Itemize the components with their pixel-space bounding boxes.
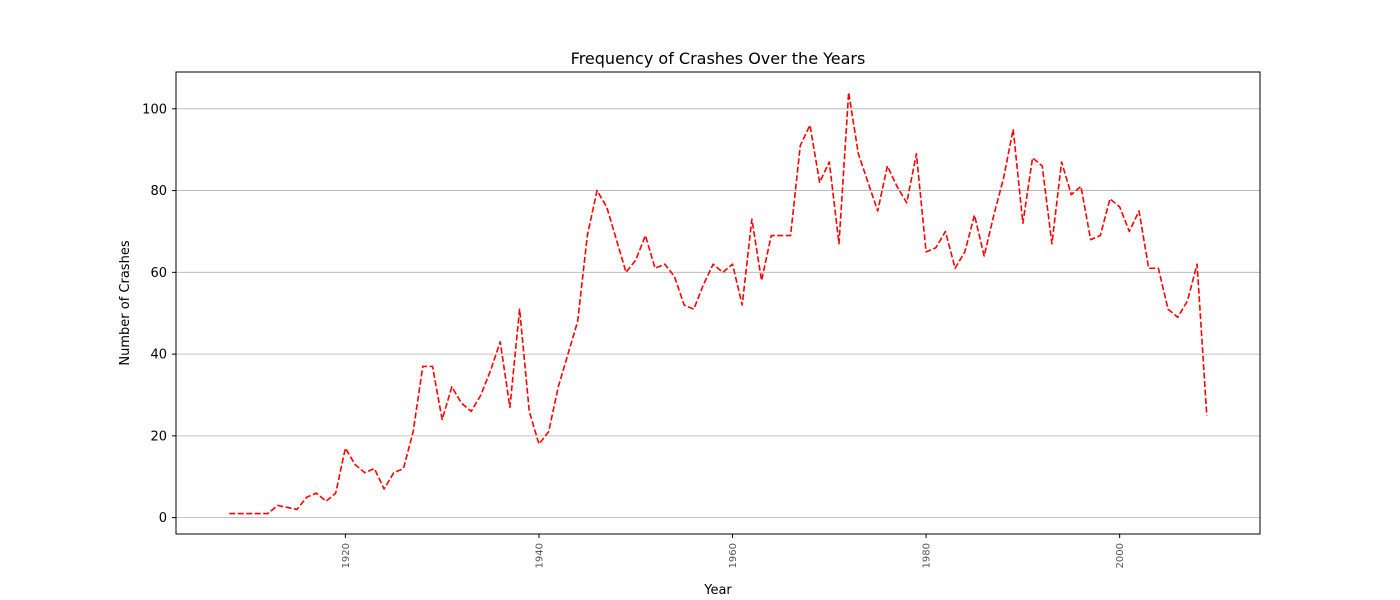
xtick-label-2000: 2000	[1115, 543, 1126, 568]
xtick-label-1980: 1980	[922, 543, 933, 568]
xtick-label-1960: 1960	[728, 543, 739, 568]
chart-title: Frequency of Crashes Over the Years	[571, 49, 866, 68]
xtick-label-1920: 1920	[341, 543, 352, 568]
y-axis-ticks: 0 20 40 60 80 100	[142, 102, 176, 526]
ytick-label-40: 40	[150, 348, 167, 363]
ytick-label-20: 20	[150, 429, 167, 444]
grid-lines	[176, 108, 1260, 519]
ytick-label-0: 0	[159, 511, 167, 526]
ytick-label-80: 80	[150, 184, 167, 199]
x-axis-ticks: 1920 1940 1960 1980 2000	[341, 534, 1126, 568]
y-axis-label: Number of Crashes	[118, 240, 133, 365]
ytick-label-100: 100	[142, 102, 167, 117]
plot-area-frame	[175, 71, 1261, 535]
x-axis-label: Year	[703, 583, 732, 598]
xtick-label-1940: 1940	[534, 543, 545, 568]
ytick-label-60: 60	[150, 266, 167, 281]
series-layer	[229, 91, 1208, 515]
series-line-0	[229, 91, 1208, 515]
